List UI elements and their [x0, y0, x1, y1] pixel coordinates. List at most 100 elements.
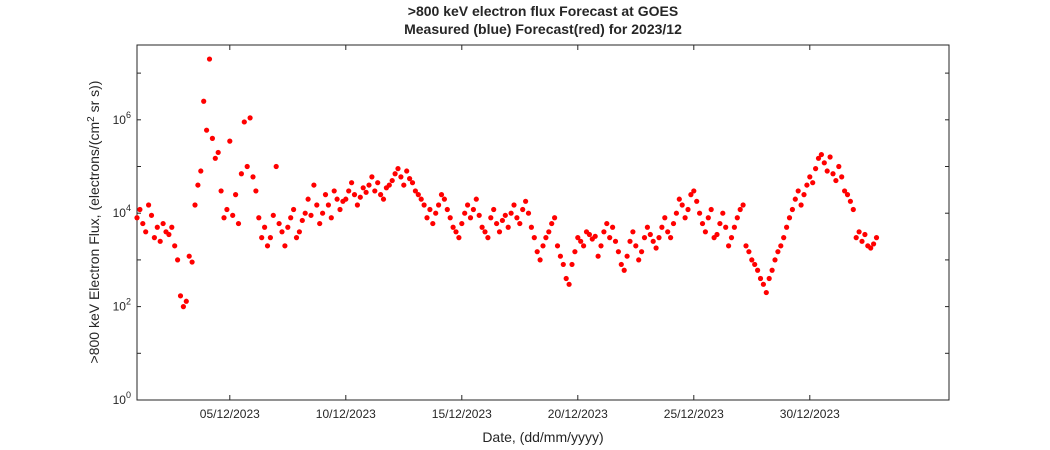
data-point: [673, 210, 680, 216]
data-point: [302, 210, 308, 216]
data-point: [262, 224, 268, 230]
data-point: [502, 212, 508, 218]
data-point: [653, 245, 659, 251]
data-point: [224, 206, 230, 213]
data-point: [818, 151, 825, 158]
data-point: [291, 206, 297, 213]
data-point: [760, 281, 767, 287]
data-point: [175, 257, 181, 263]
data-point: [317, 220, 323, 227]
data-point: [636, 257, 642, 263]
data-point: [227, 138, 233, 144]
data-point: [569, 261, 575, 268]
x-tick-label: 15/12/2023: [432, 407, 492, 421]
data-point: [789, 206, 796, 213]
y-tick-label: 100: [113, 390, 131, 407]
data-point: [366, 182, 372, 188]
plot-area: [136, 44, 950, 401]
data-point: [520, 206, 526, 213]
data-point: [505, 224, 511, 230]
data-point: [743, 243, 749, 249]
data-point: [308, 212, 314, 218]
data-point: [427, 206, 433, 213]
data-point: [784, 224, 790, 230]
data-point: [557, 253, 564, 259]
data-point: [215, 149, 221, 156]
data-point: [267, 235, 273, 241]
data-point: [676, 196, 682, 202]
data-point: [525, 210, 532, 216]
data-point: [221, 215, 227, 221]
data-point: [354, 202, 360, 208]
data-point: [662, 215, 668, 221]
data-point: [320, 210, 326, 216]
data-point: [801, 192, 807, 198]
data-point: [140, 220, 146, 227]
data-point: [665, 229, 671, 235]
data-point: [873, 235, 880, 241]
data-point: [389, 177, 395, 184]
data-point: [485, 235, 491, 241]
data-point: [137, 206, 143, 213]
data-point: [763, 289, 769, 296]
x-tick-label: 05/12/2023: [200, 407, 260, 421]
data-point: [702, 229, 709, 235]
data-point: [328, 215, 334, 221]
data-point: [511, 202, 517, 208]
data-point: [424, 215, 430, 221]
data-point: [148, 212, 155, 218]
data-point: [288, 215, 294, 221]
data-point: [375, 180, 381, 186]
data-point: [409, 180, 416, 186]
chart-title: >800 keV electron flux Forecast at GOES: [407, 3, 679, 19]
data-point: [146, 202, 152, 208]
data-point: [528, 224, 535, 230]
data-point: [842, 188, 848, 194]
data-point: [491, 206, 497, 213]
data-point: [781, 235, 787, 241]
data-point: [757, 275, 764, 282]
data-point: [169, 224, 175, 230]
data-point: [726, 243, 732, 249]
y-tick-label: 104: [113, 203, 131, 220]
data-point: [438, 192, 445, 198]
data-point: [621, 267, 627, 273]
data-point: [659, 224, 665, 230]
data-point: [618, 261, 624, 268]
data-point: [233, 192, 239, 198]
data-point: [360, 185, 366, 191]
data-point: [296, 229, 302, 235]
data-point: [650, 238, 656, 244]
data-point: [212, 155, 218, 161]
data-point: [357, 194, 363, 200]
data-point: [647, 231, 653, 238]
data-point: [517, 220, 523, 227]
data-point: [444, 206, 450, 213]
data-point: [804, 182, 810, 188]
data-point: [172, 243, 178, 249]
data-point: [786, 215, 793, 221]
data-point: [204, 127, 210, 133]
data-point: [372, 188, 378, 194]
data-point: [723, 224, 729, 230]
data-point: [456, 235, 462, 241]
data-point: [166, 231, 172, 238]
data-point: [276, 220, 282, 227]
data-point: [610, 224, 616, 230]
data-point: [531, 235, 537, 241]
data-point: [641, 235, 648, 241]
data-point: [540, 243, 546, 249]
data-point: [476, 212, 482, 218]
data-point: [792, 196, 798, 202]
data-point: [595, 253, 601, 259]
data-point: [578, 238, 584, 244]
data-point: [752, 261, 758, 268]
data-point: [862, 231, 868, 238]
y-tick-label: 106: [113, 110, 131, 127]
data-point: [775, 249, 781, 255]
data-point: [607, 235, 613, 241]
data-point: [697, 210, 703, 216]
data-point: [450, 224, 456, 230]
data-point: [386, 182, 392, 188]
data-point: [624, 253, 630, 259]
